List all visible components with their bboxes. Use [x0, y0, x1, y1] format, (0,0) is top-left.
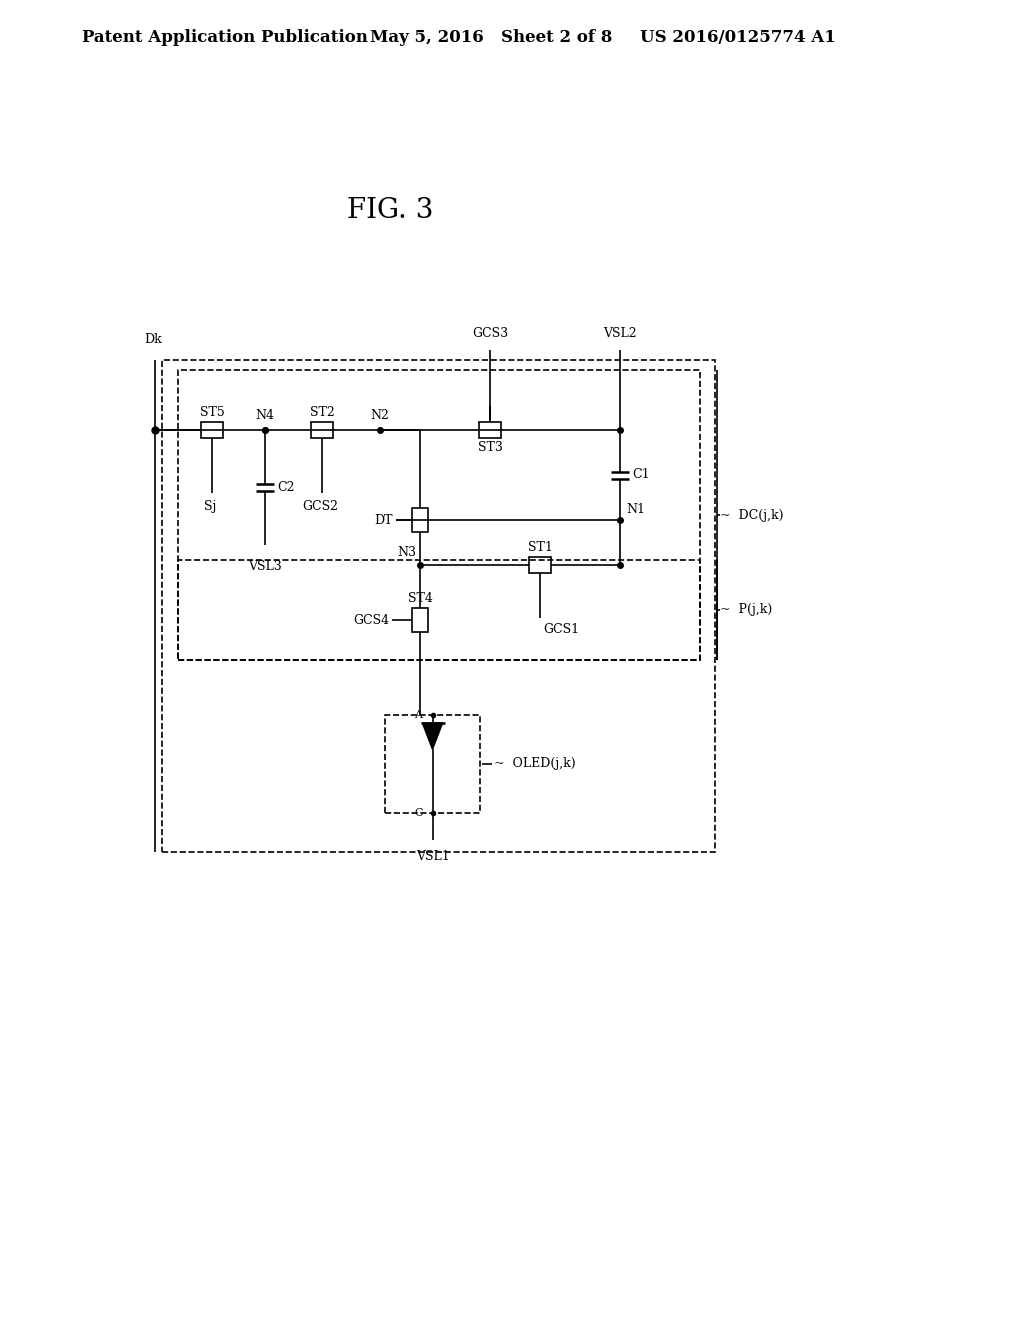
Text: VSL3: VSL3 [248, 560, 282, 573]
Text: N4: N4 [256, 409, 274, 422]
Text: May 5, 2016   Sheet 2 of 8: May 5, 2016 Sheet 2 of 8 [370, 29, 612, 46]
Text: ST5: ST5 [200, 407, 224, 418]
Text: N1: N1 [626, 503, 645, 516]
Text: A: A [415, 710, 423, 719]
Polygon shape [423, 723, 442, 748]
Text: VSL2: VSL2 [603, 327, 637, 341]
Text: C1: C1 [632, 469, 649, 482]
Text: FIG. 3: FIG. 3 [347, 197, 433, 223]
Text: GCS4: GCS4 [353, 614, 389, 627]
Text: ST2: ST2 [309, 407, 335, 418]
Text: Dk: Dk [144, 333, 162, 346]
Text: N3: N3 [397, 546, 416, 558]
Text: C: C [414, 808, 423, 818]
Text: VSL1: VSL1 [416, 850, 450, 863]
Text: DT: DT [375, 513, 393, 527]
Text: ~  DC(j,k): ~ DC(j,k) [720, 508, 783, 521]
Text: GCS3: GCS3 [472, 327, 508, 341]
Text: GCS1: GCS1 [543, 623, 580, 636]
Text: US 2016/0125774 A1: US 2016/0125774 A1 [640, 29, 836, 46]
Text: N2: N2 [371, 409, 389, 422]
Text: ST1: ST1 [527, 541, 552, 554]
Text: GCS2: GCS2 [302, 500, 338, 513]
Text: Patent Application Publication: Patent Application Publication [82, 29, 368, 46]
Text: ST4: ST4 [408, 591, 432, 605]
Text: ~  P(j,k): ~ P(j,k) [720, 603, 772, 616]
Text: ~  OLED(j,k): ~ OLED(j,k) [494, 758, 575, 771]
Text: ST3: ST3 [477, 441, 503, 454]
Text: C2: C2 [278, 480, 295, 494]
Text: Sj: Sj [204, 500, 216, 513]
